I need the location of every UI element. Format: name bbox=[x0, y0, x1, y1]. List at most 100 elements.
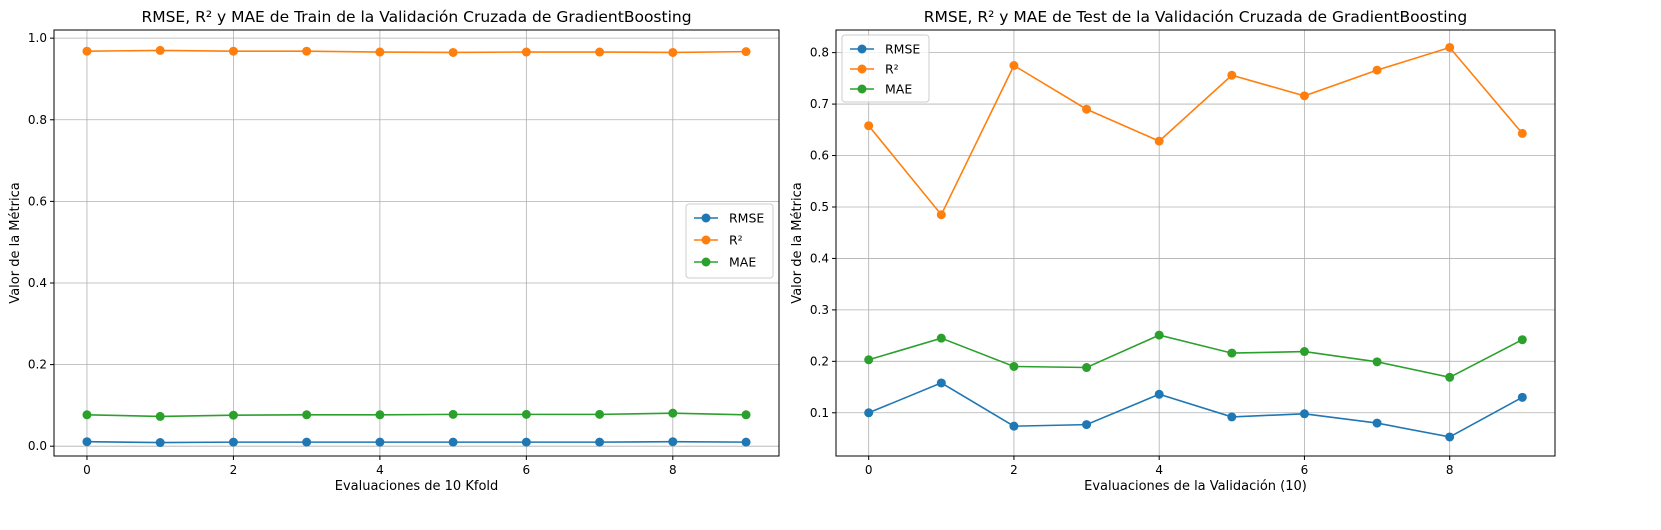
train-x-tick-label: 2 bbox=[230, 463, 238, 477]
test-chart: 0 2 4 6 8 0.1 0.2 0.3 0.4 0.5 0.6 0.7 0.8 RMSE, R² … bbox=[790, 8, 1556, 494]
train-legend-r2-label: R² bbox=[729, 233, 743, 248]
train-mae-line bbox=[86, 412, 747, 418]
train-y-axis-label: Valor de la Métrica bbox=[8, 182, 23, 303]
test-x-ticks: 0 2 4 6 8 bbox=[865, 456, 1454, 477]
test-rmse-point bbox=[1372, 418, 1382, 428]
train-x-axis-label: Evaluaciones de 10 Kfold bbox=[335, 479, 499, 494]
test-r2-point bbox=[1227, 70, 1237, 80]
train-legend-rmse-label: RMSE bbox=[729, 211, 764, 226]
test-series bbox=[864, 42, 1527, 442]
test-legend-mae-label: MAE bbox=[885, 82, 912, 97]
test-legend-rmse-marker bbox=[857, 44, 867, 54]
test-rmse-point bbox=[1154, 389, 1164, 399]
test-mae-point bbox=[1154, 330, 1164, 340]
test-r2-point bbox=[1082, 104, 1092, 114]
test-mae-point bbox=[1227, 348, 1237, 358]
test-rmse-point bbox=[1299, 409, 1309, 419]
train-x-tick-label: 0 bbox=[83, 463, 91, 477]
train-x-tick-label: 6 bbox=[523, 463, 531, 477]
test-rmse-point bbox=[1227, 412, 1237, 422]
train-x-ticks: 0 2 4 6 8 bbox=[83, 456, 677, 477]
test-legend-rmse-label: RMSE bbox=[885, 42, 920, 57]
train-mae-point bbox=[521, 409, 531, 419]
train-legend-rmse-marker bbox=[701, 213, 711, 223]
train-r2-point bbox=[521, 47, 531, 57]
train-legend-mae-label: MAE bbox=[729, 255, 756, 270]
test-plot-frame bbox=[835, 29, 1556, 457]
train-r2-point bbox=[82, 46, 92, 56]
test-rmse-point bbox=[1517, 392, 1527, 402]
test-y-tick-label: 0.3 bbox=[810, 303, 829, 317]
test-r2-line bbox=[868, 46, 1523, 217]
test-r2-point bbox=[1299, 91, 1309, 101]
train-mae-point bbox=[228, 410, 238, 420]
train-mae-point bbox=[82, 410, 92, 420]
test-mae-point bbox=[864, 355, 874, 365]
test-r2-point bbox=[1445, 42, 1455, 52]
train-y-tick-label: 0.4 bbox=[28, 276, 47, 290]
test-rmse-point bbox=[1082, 420, 1092, 430]
train-rmse-point bbox=[155, 438, 165, 448]
test-x-tick-label: 4 bbox=[1155, 463, 1163, 477]
train-y-tick-label: 0.2 bbox=[28, 358, 47, 372]
train-r2-point bbox=[302, 46, 312, 56]
test-r2-point bbox=[1517, 128, 1527, 138]
train-rmse-point bbox=[448, 437, 458, 447]
train-legend-r2-marker bbox=[701, 235, 711, 245]
train-r2-point bbox=[741, 47, 751, 57]
test-x-axis-label: Evaluaciones de la Validación (10) bbox=[1084, 479, 1307, 494]
test-mae-point bbox=[1009, 361, 1019, 371]
train-rmse-point bbox=[595, 437, 605, 447]
test-rmse-point bbox=[864, 408, 874, 418]
test-legend-mae-marker bbox=[857, 84, 867, 94]
train-mae-point bbox=[302, 410, 312, 420]
train-r2-point bbox=[375, 47, 385, 57]
test-x-tick-label: 0 bbox=[865, 463, 873, 477]
train-y-tick-label: 1.0 bbox=[28, 31, 47, 45]
test-mae-point bbox=[1517, 335, 1527, 345]
train-grid bbox=[54, 30, 779, 456]
test-r2-point bbox=[1009, 61, 1019, 70]
train-r2-point bbox=[155, 45, 165, 55]
test-legend-r2-marker bbox=[857, 64, 867, 74]
train-rmse-point bbox=[668, 437, 678, 447]
test-rmse-point bbox=[936, 378, 946, 388]
train-rmse-point bbox=[741, 437, 751, 447]
train-mae-point bbox=[741, 410, 751, 420]
train-r2-point bbox=[448, 47, 458, 57]
train-r2-point bbox=[228, 46, 238, 56]
train-mae-point bbox=[668, 408, 678, 418]
train-rmse-point bbox=[82, 437, 92, 447]
train-x-tick-label: 4 bbox=[376, 463, 384, 477]
train-chart-title: RMSE, R² y MAE de Train de la Validación… bbox=[141, 8, 691, 26]
test-rmse-point bbox=[1009, 421, 1019, 431]
train-series bbox=[82, 45, 751, 448]
test-x-tick-label: 2 bbox=[1010, 463, 1018, 477]
train-mae-point bbox=[448, 409, 458, 419]
test-x-tick-label: 8 bbox=[1446, 463, 1454, 477]
train-x-tick-label: 8 bbox=[669, 463, 677, 477]
test-y-tick-label: 0.2 bbox=[810, 354, 829, 368]
test-r2-point bbox=[864, 121, 874, 131]
test-mae-point bbox=[1299, 347, 1309, 357]
train-r2-point bbox=[595, 47, 605, 57]
train-y-ticks: 0.0 0.2 0.4 0.6 0.8 1.0 bbox=[28, 31, 54, 453]
test-mae-point bbox=[936, 333, 946, 343]
test-legend-r2-label: R² bbox=[885, 62, 899, 77]
test-y-tick-label: 0.7 bbox=[810, 97, 829, 111]
test-x-tick-label: 6 bbox=[1301, 463, 1309, 477]
train-mae-point bbox=[375, 410, 385, 420]
train-mae-point bbox=[155, 411, 165, 421]
train-chart: 0 2 4 6 8 0.0 0.2 0.4 0.6 0.8 1.0 RMSE, R² y MAE … bbox=[8, 8, 780, 494]
test-y-tick-label: 0.6 bbox=[810, 149, 829, 163]
train-y-tick-label: 0.0 bbox=[28, 439, 47, 453]
test-y-tick-label: 0.8 bbox=[810, 46, 829, 60]
train-legend-mae-marker bbox=[701, 257, 711, 267]
test-rmse-line bbox=[868, 382, 1523, 438]
test-r2-point bbox=[936, 210, 946, 220]
test-y-tick-label: 0.5 bbox=[810, 200, 829, 214]
test-rmse-point bbox=[1445, 432, 1455, 442]
train-rmse-point bbox=[375, 437, 385, 447]
test-mae-point bbox=[1372, 357, 1382, 367]
